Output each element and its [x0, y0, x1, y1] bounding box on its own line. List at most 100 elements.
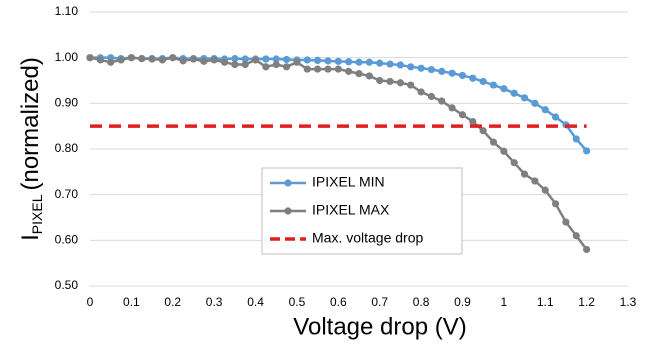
data-point — [345, 58, 353, 66]
x-tick-label: 1 — [501, 295, 508, 309]
data-point — [396, 79, 404, 87]
data-point — [520, 94, 529, 102]
data-point — [293, 58, 301, 66]
data-point — [231, 60, 239, 69]
data-point — [386, 77, 394, 86]
y-axis-label: IPIXEL (normalized) — [17, 57, 44, 241]
data-point — [417, 64, 425, 72]
data-point — [438, 67, 446, 75]
data-point — [438, 97, 446, 105]
y-tick-label: 0.70 — [55, 187, 79, 201]
data-point — [427, 92, 436, 101]
data-point — [127, 54, 135, 62]
data-point — [583, 147, 591, 155]
x-tick-label: 0.7 — [371, 295, 388, 309]
legend-label: IPIXEL MIN — [312, 174, 385, 190]
data-point — [355, 70, 363, 78]
data-point — [241, 55, 249, 63]
data-point — [551, 200, 560, 208]
data-point — [324, 65, 332, 73]
x-tick-label: 0.4 — [247, 295, 264, 309]
y-tick-label: 0.50 — [55, 278, 79, 292]
data-point — [572, 135, 580, 143]
data-point — [86, 54, 94, 62]
data-point — [179, 57, 187, 65]
data-point — [427, 65, 436, 74]
y-tick-label: 1.00 — [55, 50, 79, 64]
data-point — [303, 65, 311, 73]
data-point — [520, 170, 529, 178]
data-point — [396, 61, 404, 69]
data-point — [562, 218, 570, 226]
data-point — [417, 88, 425, 96]
y-label-sub: PIXEL — [29, 194, 45, 234]
y-label-rest: (normalized) — [17, 57, 44, 190]
y-tick-label: 1.10 — [55, 4, 79, 18]
data-point — [458, 111, 467, 119]
x-tick-label: 0.6 — [330, 295, 347, 309]
data-point — [510, 89, 518, 97]
data-point — [448, 69, 456, 77]
data-point — [117, 56, 125, 64]
data-point — [262, 63, 270, 71]
x-tick-label: 0 — [87, 295, 94, 309]
data-point — [376, 76, 384, 85]
legend-label: Max. voltage drop — [312, 230, 423, 246]
y-label-main: I — [17, 234, 44, 241]
data-point — [282, 55, 291, 64]
data-point — [303, 56, 311, 64]
data-point — [489, 138, 498, 146]
data-point — [469, 74, 477, 82]
data-point — [96, 56, 104, 64]
data-point — [200, 57, 208, 65]
x-tick-label: 0.1 — [123, 295, 140, 309]
data-point — [314, 65, 322, 73]
data-point — [324, 57, 332, 65]
data-point — [158, 56, 167, 64]
data-point — [220, 58, 229, 66]
data-point — [231, 54, 239, 63]
data-point — [189, 55, 198, 63]
data-point — [138, 54, 146, 63]
legend-label: IPIXEL MAX — [312, 202, 390, 218]
data-point — [479, 77, 487, 86]
data-point — [241, 60, 249, 69]
data-point — [531, 177, 539, 185]
data-point — [386, 60, 394, 68]
x-tick-label: 0.2 — [164, 295, 181, 309]
data-point — [500, 85, 508, 93]
data-point — [365, 72, 373, 80]
data-point — [541, 106, 549, 114]
x-tick-label: 0.9 — [454, 295, 471, 309]
data-point — [107, 58, 115, 66]
data-point — [251, 56, 260, 64]
data-point — [334, 65, 342, 73]
data-point — [551, 113, 560, 121]
data-point — [458, 71, 467, 80]
x-tick-label: 0.5 — [289, 295, 306, 309]
data-point — [541, 186, 549, 194]
y-tick-label: 0.60 — [55, 233, 79, 247]
x-tick-label: 0.3 — [206, 295, 223, 309]
y-tick-label: 0.80 — [55, 141, 79, 155]
data-point — [272, 55, 280, 63]
data-point — [345, 67, 353, 75]
data-point — [210, 56, 218, 64]
x-axis-label: Voltage drop (V) — [293, 313, 466, 340]
data-point — [407, 81, 415, 89]
data-point — [148, 55, 156, 63]
data-point — [376, 59, 384, 67]
data-point — [479, 127, 487, 135]
data-point — [510, 159, 518, 167]
data-point — [272, 60, 280, 69]
data-point — [355, 58, 363, 66]
x-tick-label: 1.3 — [620, 295, 637, 309]
data-point — [489, 81, 498, 89]
legend-marker — [284, 207, 292, 215]
x-tick-label: 0.8 — [413, 295, 430, 309]
legend-marker — [284, 179, 292, 187]
y-tick-label: 0.90 — [55, 96, 79, 110]
data-point — [169, 54, 177, 62]
data-point — [531, 99, 539, 107]
